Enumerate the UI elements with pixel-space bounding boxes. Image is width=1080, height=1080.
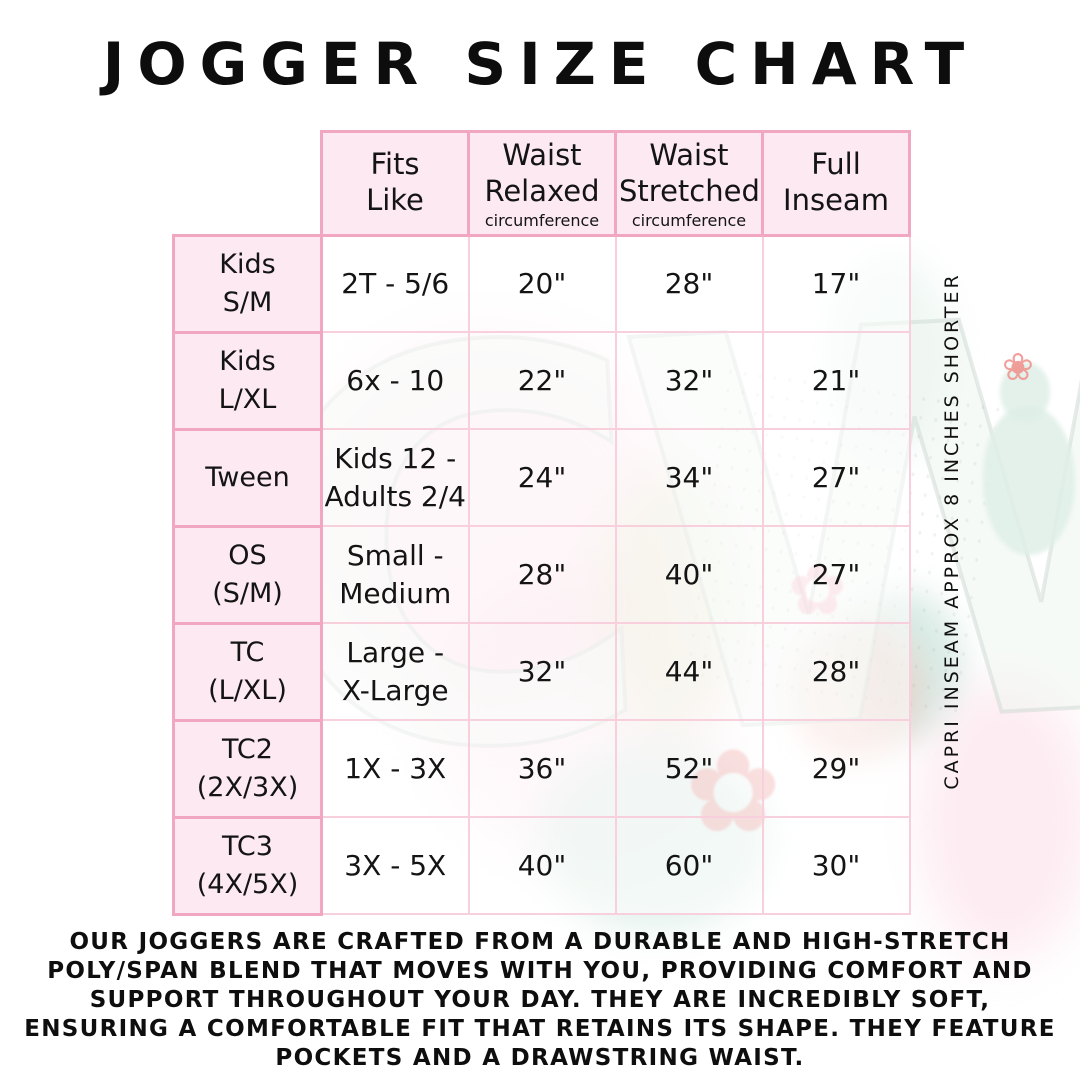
row-label: Kids L/XL	[172, 330, 323, 431]
product-description: OUR JOGGERS ARE CRAFTED FROM A DURABLE A…	[20, 928, 1060, 1073]
waist-stretched-value: 32"	[614, 331, 764, 431]
waist-relaxed-value: 36"	[467, 719, 617, 819]
column-header-label: Waist Stretched	[619, 138, 760, 209]
fits-like-value: Kids 12 - Adults 2/4	[320, 428, 470, 528]
full-inseam-value: 17"	[761, 234, 911, 334]
column-header-waist-relaxed: Waist Relaxed circumference	[467, 130, 617, 237]
column-header-subtext: circumference	[631, 210, 747, 230]
waist-relaxed-value: 28"	[467, 525, 617, 625]
description-line: OUR JOGGERS ARE CRAFTED FROM A DURABLE A…	[69, 929, 1011, 955]
row-label: Tween	[172, 427, 323, 528]
fits-like-value: 1X - 3X	[320, 719, 470, 819]
column-header-fits-like: Fits Like	[320, 130, 470, 237]
description-line: ENSURING A COMFORTABLE FIT THAT RETAINS …	[24, 1016, 1056, 1042]
cactus-bloom-icon: ❀	[1002, 345, 1034, 389]
waist-stretched-value: 60"	[614, 816, 764, 916]
table-row-tc2: TC2 (2X/3X) 1X - 3X 36" 52" 29"	[172, 718, 911, 819]
row-label: TC3 (4X/5X)	[172, 815, 323, 916]
column-header-waist-stretched: Waist Stretched circumference	[614, 130, 764, 237]
column-header-subtext: circumference	[484, 210, 600, 230]
prickly-pear-cactus-icon	[983, 405, 1075, 555]
table-row-os: OS (S/M) Small - Medium 28" 40" 27"	[172, 524, 911, 625]
waist-relaxed-value: 22"	[467, 331, 617, 431]
full-inseam-value: 28"	[761, 622, 911, 722]
column-header-label: Waist Relaxed	[484, 138, 600, 209]
waist-relaxed-value: 24"	[467, 428, 617, 528]
table-row-kids-lxl: Kids L/XL 6x - 10 22" 32" 21"	[172, 330, 911, 431]
corner-cell	[174, 132, 322, 236]
fits-like-value: 6x - 10	[320, 331, 470, 431]
full-inseam-value: 27"	[761, 525, 911, 625]
waist-stretched-value: 40"	[614, 525, 764, 625]
table-row-kids-sm: Kids S/M 2T - 5/6 20" 28" 17"	[172, 233, 911, 334]
column-header-full-inseam: Full Inseam	[761, 130, 911, 237]
waist-stretched-value: 52"	[614, 719, 764, 819]
waist-relaxed-value: 40"	[467, 816, 617, 916]
row-label: TC (L/XL)	[172, 621, 323, 722]
description-line: POCKETS AND A DRAWSTRING WAIST.	[275, 1045, 805, 1071]
full-inseam-value: 29"	[761, 719, 911, 819]
full-inseam-value: 27"	[761, 428, 911, 528]
waist-stretched-value: 34"	[614, 428, 764, 528]
prickly-pear-cactus-pad-icon	[1000, 362, 1050, 422]
waist-stretched-value: 28"	[614, 234, 764, 334]
column-header-label: Fits Like	[366, 147, 424, 218]
full-inseam-value: 21"	[761, 331, 911, 431]
header-row: Fits Like Waist Relaxed circumference Wa…	[174, 130, 911, 237]
capri-inseam-note: CAPRI INSEAM APPROX 8 INCHES SHORTER	[941, 272, 963, 790]
table-row-tween: Tween Kids 12 - Adults 2/4 24" 34" 27"	[172, 427, 911, 528]
row-label: Kids S/M	[172, 233, 323, 334]
description-line: POLY/SPAN BLEND THAT MOVES WITH YOU, PRO…	[47, 958, 1033, 984]
fits-like-value: 2T - 5/6	[320, 234, 470, 334]
row-label: OS (S/M)	[172, 524, 323, 625]
pink-wash-blob	[918, 680, 1080, 960]
table-row-tc: TC (L/XL) Large - X-Large 32" 44" 28"	[172, 621, 911, 722]
full-inseam-value: 30"	[761, 816, 911, 916]
fits-like-value: Small - Medium	[320, 525, 470, 625]
row-label: TC2 (2X/3X)	[172, 718, 323, 819]
waist-relaxed-value: 20"	[467, 234, 617, 334]
description-line: SUPPORT THROUGHOUT YOUR DAY. THEY ARE IN…	[89, 987, 991, 1013]
column-header-label: Full Inseam	[783, 147, 889, 218]
table-row-tc3: TC3 (4X/5X) 3X - 5X 40" 60" 30"	[172, 815, 911, 916]
page-title: JOGGER SIZE CHART	[102, 30, 978, 98]
waist-stretched-value: 44"	[614, 622, 764, 722]
size-chart-table: Fits Like Waist Relaxed circumference Wa…	[172, 130, 911, 916]
waist-relaxed-value: 32"	[467, 622, 617, 722]
fits-like-value: Large - X-Large	[320, 622, 470, 722]
fits-like-value: 3X - 5X	[320, 816, 470, 916]
